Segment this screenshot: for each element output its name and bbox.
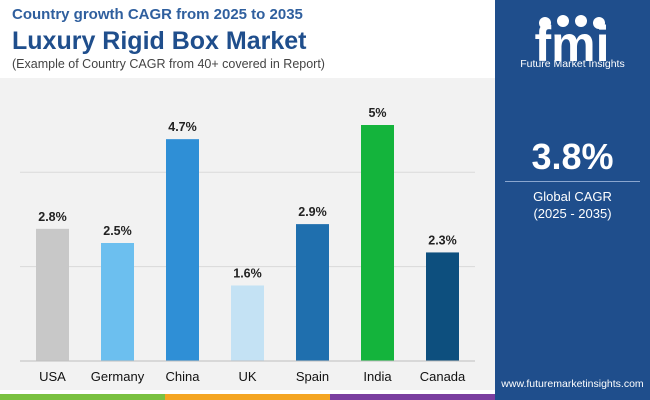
bar-china [166, 139, 199, 361]
x-tick-canada: Canada [420, 369, 466, 384]
bottom-color-bar [0, 394, 495, 400]
x-tick-usa: USA [39, 369, 66, 384]
global-cagr-value: 3.8% [531, 136, 614, 177]
x-tick-india: India [363, 369, 392, 384]
logo-dot-3 [575, 15, 587, 27]
header: Country growth CAGR from 2025 to 2035 Lu… [0, 0, 495, 80]
logo-dot-1 [539, 17, 551, 29]
data-label-canada: 2.3% [428, 233, 457, 247]
data-label-india: 5% [368, 106, 386, 120]
x-tick-china: China [166, 369, 201, 384]
data-label-china: 4.7% [168, 120, 197, 134]
global-cagr-label: Global CAGR [533, 189, 612, 204]
fmi-logo: fmi [535, 15, 610, 72]
bar-germany [101, 243, 134, 361]
x-tick-uk: UK [238, 369, 256, 384]
data-label-uk: 1.6% [233, 266, 262, 280]
website-link[interactable]: www.futuremarketinsights.com [501, 378, 644, 390]
global-cagr-period: (2025 - 2035) [533, 206, 612, 221]
bar-spain [296, 224, 329, 361]
x-tick-spain: Spain [296, 369, 329, 384]
bar-chart: 2.8% USA 2.5% Germany 4.7% China 1.6% UK 2.9% Spa… [0, 78, 495, 390]
data-label-germany: 2.5% [103, 224, 132, 238]
sidebar: fmi Future Market Insights 3.8% Global C… [495, 0, 650, 400]
data-label-spain: 2.9% [298, 205, 327, 219]
logo-dot-4 [593, 17, 605, 29]
chart-subtitle: (Example of Country CAGR from 40+ covere… [12, 57, 325, 71]
chart-title: Luxury Rigid Box Market [12, 27, 307, 55]
logo-subtext: Future Market Insights [520, 58, 625, 70]
logo-dot-2 [557, 15, 569, 27]
x-tick-germany: Germany [91, 369, 145, 384]
bar-india [361, 125, 394, 361]
divider [505, 181, 640, 182]
bottom-bar-green [0, 394, 165, 400]
bottom-bar-purple [330, 394, 495, 400]
bar-uk [231, 285, 264, 361]
bar-usa [36, 228, 69, 361]
chart-supertitle: Country growth CAGR from 2025 to 2035 [12, 6, 303, 23]
bar-chart-svg: 2.8% USA 2.5% Germany 4.7% China 1.6% UK 2.9% Spa… [20, 106, 475, 384]
bottom-bar-orange [165, 394, 330, 400]
bar-canada [426, 252, 459, 361]
data-label-usa: 2.8% [38, 210, 67, 224]
